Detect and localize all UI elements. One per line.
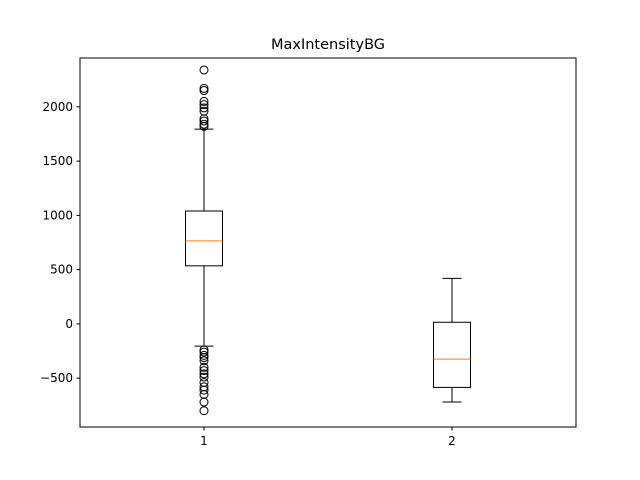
x-tick-label: 2	[448, 434, 456, 448]
box-1-outlier	[199, 83, 209, 93]
box-1-outlier	[199, 397, 209, 407]
box-1-outlier	[199, 362, 209, 372]
box-1-outlier	[199, 406, 209, 416]
plot-area: −500 0 500 1000 1500 2000 1 2	[40, 57, 577, 448]
box-1-outlier	[199, 366, 209, 376]
box-1-outlier	[199, 372, 209, 382]
y-tick-label: 1500	[42, 154, 73, 168]
box-1-outlier	[199, 385, 209, 395]
box-1-outlier	[199, 103, 209, 113]
y-tick-label: 0	[65, 317, 73, 331]
box-1-outlier	[199, 356, 209, 366]
y-tick-label: −500	[40, 371, 73, 385]
box-1-iqr-box	[185, 210, 223, 267]
box-2-iqr-box	[433, 321, 471, 388]
chart-title: MaxIntensityBG	[271, 37, 385, 53]
box-1-outlier	[199, 353, 209, 363]
box-1-outlier	[199, 106, 209, 116]
y-tick-label: 500	[50, 263, 73, 277]
x-tick-label: 1	[200, 434, 208, 448]
y-tick-label: 2000	[42, 100, 73, 114]
box-1-outlier	[199, 119, 209, 129]
box-1-outlier	[199, 96, 209, 106]
box-1-outlier	[199, 86, 209, 96]
box-1-outlier	[199, 350, 209, 360]
box-1-outlier	[199, 369, 209, 379]
box-1-outlier	[199, 347, 209, 357]
box-1-outlier	[199, 100, 209, 110]
box-1-outlier	[199, 65, 209, 75]
y-tick-label: 1000	[42, 208, 73, 222]
axes-frame	[79, 57, 577, 428]
box-1-outlier	[199, 116, 209, 126]
